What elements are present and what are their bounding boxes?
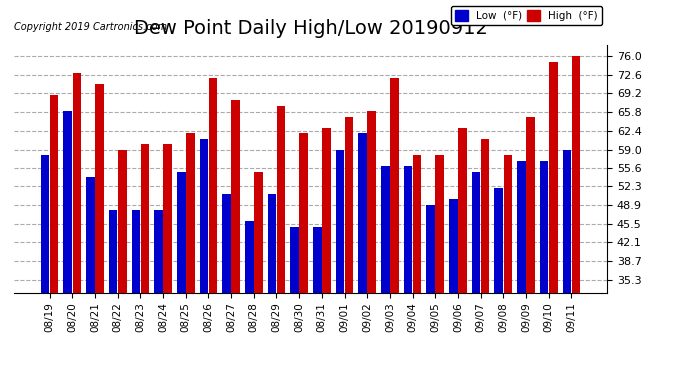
Bar: [472, 171, 480, 375]
Bar: [177, 171, 186, 375]
Bar: [540, 160, 549, 375]
Bar: [41, 155, 50, 375]
Bar: [481, 138, 489, 375]
Bar: [495, 188, 503, 375]
Bar: [254, 171, 263, 375]
Bar: [390, 78, 399, 375]
Bar: [199, 138, 208, 375]
Bar: [109, 210, 117, 375]
Bar: [504, 155, 512, 375]
Bar: [154, 210, 163, 375]
Bar: [208, 78, 217, 375]
Bar: [86, 177, 95, 375]
Bar: [95, 84, 104, 375]
Bar: [141, 144, 149, 375]
Bar: [518, 160, 526, 375]
Bar: [132, 210, 140, 375]
Bar: [72, 72, 81, 375]
Legend: Low  (°F), High  (°F): Low (°F), High (°F): [451, 6, 602, 25]
Bar: [222, 194, 231, 375]
Bar: [381, 166, 390, 375]
Bar: [245, 221, 253, 375]
Bar: [299, 133, 308, 375]
Bar: [562, 150, 571, 375]
Bar: [63, 111, 72, 375]
Bar: [313, 226, 322, 375]
Bar: [449, 199, 457, 375]
Bar: [404, 166, 413, 375]
Bar: [231, 100, 240, 375]
Bar: [322, 128, 331, 375]
Bar: [549, 62, 558, 375]
Bar: [345, 117, 353, 375]
Bar: [526, 117, 535, 375]
Bar: [458, 128, 467, 375]
Bar: [435, 155, 444, 375]
Text: Copyright 2019 Cartronics.com: Copyright 2019 Cartronics.com: [14, 22, 167, 32]
Bar: [368, 111, 376, 375]
Bar: [413, 155, 422, 375]
Bar: [335, 150, 344, 375]
Bar: [426, 204, 435, 375]
Bar: [571, 56, 580, 375]
Bar: [164, 144, 172, 375]
Bar: [186, 133, 195, 375]
Bar: [50, 94, 59, 375]
Bar: [277, 105, 286, 375]
Bar: [358, 133, 367, 375]
Title: Dew Point Daily High/Low 20190912: Dew Point Daily High/Low 20190912: [134, 19, 487, 38]
Bar: [268, 194, 276, 375]
Bar: [118, 150, 126, 375]
Bar: [290, 226, 299, 375]
